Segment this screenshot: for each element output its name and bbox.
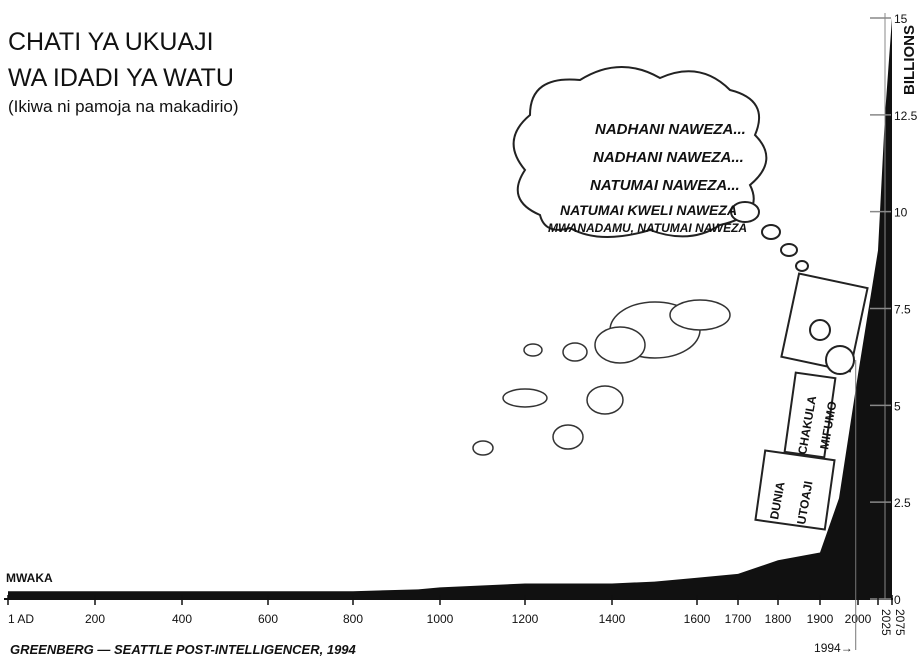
thought-bubble <box>512 66 768 238</box>
y-axis-label: BILLIONS <box>901 25 918 95</box>
thought-line: NATUMAI KWELI NAWEZA <box>560 202 737 218</box>
y-tick-label: 5 <box>894 399 901 413</box>
x-tick-label: 1600 <box>684 612 711 626</box>
y-tick-label: 7.5 <box>894 303 911 317</box>
chart-title: WA IDADI YA WATU <box>8 64 234 92</box>
x-tick-label: 2075 <box>893 609 907 636</box>
smoke <box>472 299 731 456</box>
x-tick-label: 1400 <box>599 612 626 626</box>
x-tick-label: 600 <box>258 612 278 626</box>
x-tick-label: 1000 <box>427 612 454 626</box>
y-tick-label: 0 <box>894 593 901 607</box>
credit: GREENBERG — SEATTLE POST-INTELLIGENCER, … <box>10 642 357 657</box>
x-tick-label: 200 <box>85 612 105 626</box>
x-tick-label: 1 AD <box>8 612 34 626</box>
bubble-dot <box>730 201 760 223</box>
car-label: DUNIA <box>767 480 787 520</box>
bubble-dot <box>780 243 798 257</box>
x-tick-label: 1700 <box>725 612 752 626</box>
y-tick-label: 2.5 <box>894 496 911 510</box>
x-tick-label: 2000 <box>845 612 872 626</box>
chart-subtitle: (Ikiwa ni pamoja na makadirio) <box>8 97 239 116</box>
thought-line: MWANADAMU, NATUMAI NAWEZA <box>548 221 747 235</box>
x-axis-label: MWAKA <box>6 571 53 585</box>
train <box>754 272 869 531</box>
x-tick-label: 2025 <box>879 609 893 636</box>
x-tick-label: 1200 <box>512 612 539 626</box>
x-tick-label: 800 <box>343 612 363 626</box>
thought-line: NADHANI NAWEZA... <box>595 121 746 138</box>
x-tick-label: 400 <box>172 612 192 626</box>
thought-line: NADHANI NAWEZA... <box>593 149 744 166</box>
thought-line: NATUMAI NAWEZA... <box>590 177 740 194</box>
x-tick-label: 1900 <box>807 612 834 626</box>
y-tick-label: 10 <box>894 206 908 220</box>
bubble-dot <box>761 224 781 240</box>
y-tick-label: 12.5 <box>894 109 918 123</box>
y-tick-label: 15 <box>894 12 908 26</box>
annotation: 1994→ <box>814 641 853 655</box>
chart-title: CHATI YA UKUAJI <box>8 28 214 56</box>
x-tick-label: 1800 <box>765 612 792 626</box>
bubble-dot <box>795 260 809 272</box>
